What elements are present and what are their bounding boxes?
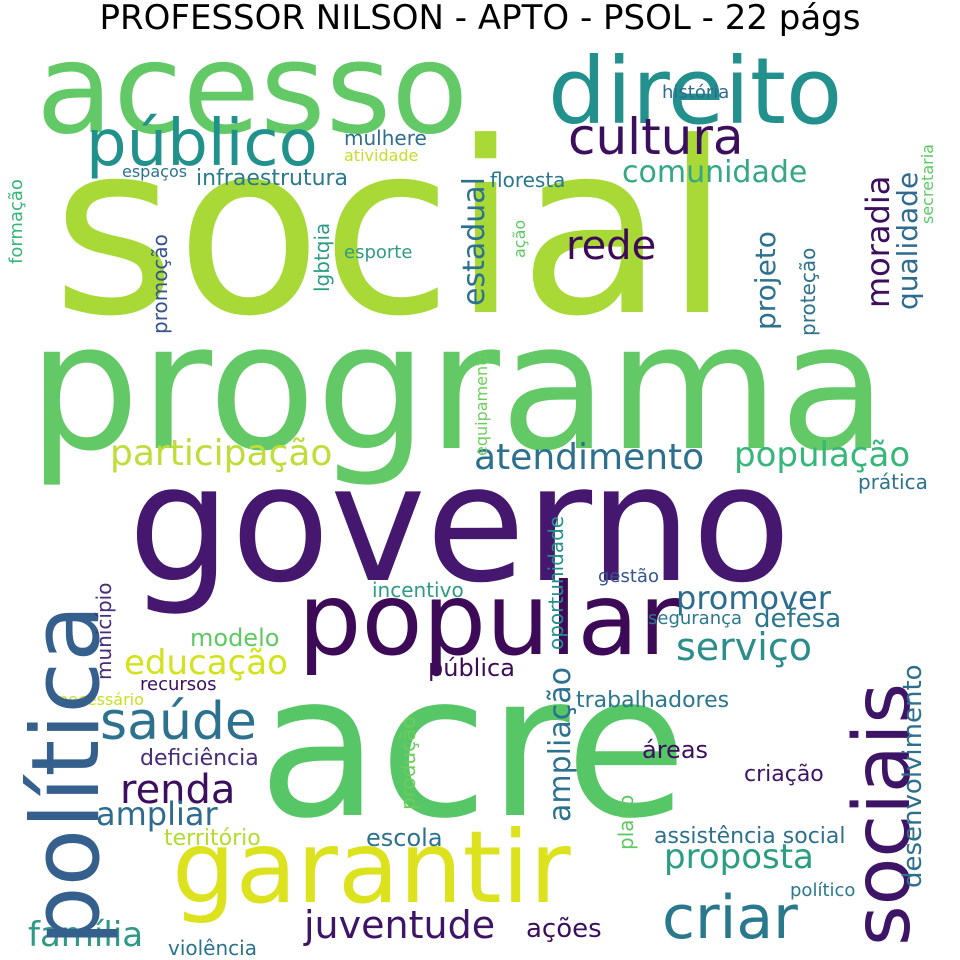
word: estadual [457, 176, 492, 306]
word: território [164, 826, 261, 851]
word: desenvolvimento [898, 664, 928, 888]
word: comunidade [622, 155, 808, 190]
word: renda [120, 767, 236, 813]
word: educação [124, 643, 288, 683]
word: promover [676, 579, 831, 617]
word: atividade [344, 146, 419, 165]
word: proteção [796, 247, 820, 336]
word: participação [110, 433, 333, 474]
word: programa [28, 285, 888, 490]
word: município [92, 582, 116, 680]
word: escola [366, 824, 443, 852]
word: equipamento [472, 349, 491, 456]
word: ação [510, 219, 529, 258]
word: acesso [36, 15, 469, 162]
word: ações [526, 914, 602, 944]
word: promoção [148, 234, 172, 334]
word: criar [662, 883, 798, 953]
word: infraestrutura [196, 166, 349, 191]
word: juventude [304, 903, 496, 947]
word: projeto [749, 231, 782, 330]
word: recursos [140, 674, 217, 695]
word: gestão [598, 566, 659, 587]
word: trabalhadores [576, 688, 730, 713]
word: assistência social [654, 824, 846, 849]
word: pública [428, 654, 515, 682]
word: floresta [490, 168, 566, 192]
word: lgbtqia [310, 222, 334, 292]
word: atendimento [474, 437, 705, 478]
word: garantir [172, 809, 571, 926]
word: proposta [664, 837, 814, 877]
word: população [734, 435, 911, 475]
word: criação [744, 762, 824, 787]
word: esporte [344, 242, 413, 263]
word: violência [168, 936, 257, 960]
word: incentivo [372, 578, 464, 602]
word: mulhere [344, 126, 427, 150]
word: família [28, 915, 144, 955]
word: secretaria [918, 144, 937, 224]
word: cultura [568, 108, 744, 166]
word: áreas [642, 736, 709, 764]
word: serviço [676, 625, 812, 669]
word: público [86, 107, 318, 181]
word: social [52, 92, 731, 369]
word: saúde [100, 692, 257, 752]
word: necessário [58, 690, 144, 709]
word: produção [396, 716, 420, 810]
word: história [662, 82, 730, 103]
word: defesa [754, 604, 842, 634]
word: ampliar [96, 795, 218, 833]
word: oportunidade [544, 515, 568, 650]
word: rede [566, 223, 657, 269]
word: segurança [648, 608, 743, 629]
word: governo [128, 431, 792, 619]
word: popular [298, 561, 680, 678]
word: acre [258, 631, 688, 862]
word: político [790, 880, 856, 901]
word: espaços [122, 162, 188, 181]
word: direito [548, 38, 843, 145]
page-title: PROFESSOR NILSON - APTO - PSOL - 22 págs [99, 0, 861, 38]
word: prática [858, 470, 928, 494]
word: ampliação [543, 667, 578, 822]
word: moradia [859, 175, 897, 308]
word: plano [614, 794, 638, 850]
word: deficiência [140, 746, 259, 771]
word: formação [6, 179, 27, 264]
word: modelo [190, 624, 280, 652]
